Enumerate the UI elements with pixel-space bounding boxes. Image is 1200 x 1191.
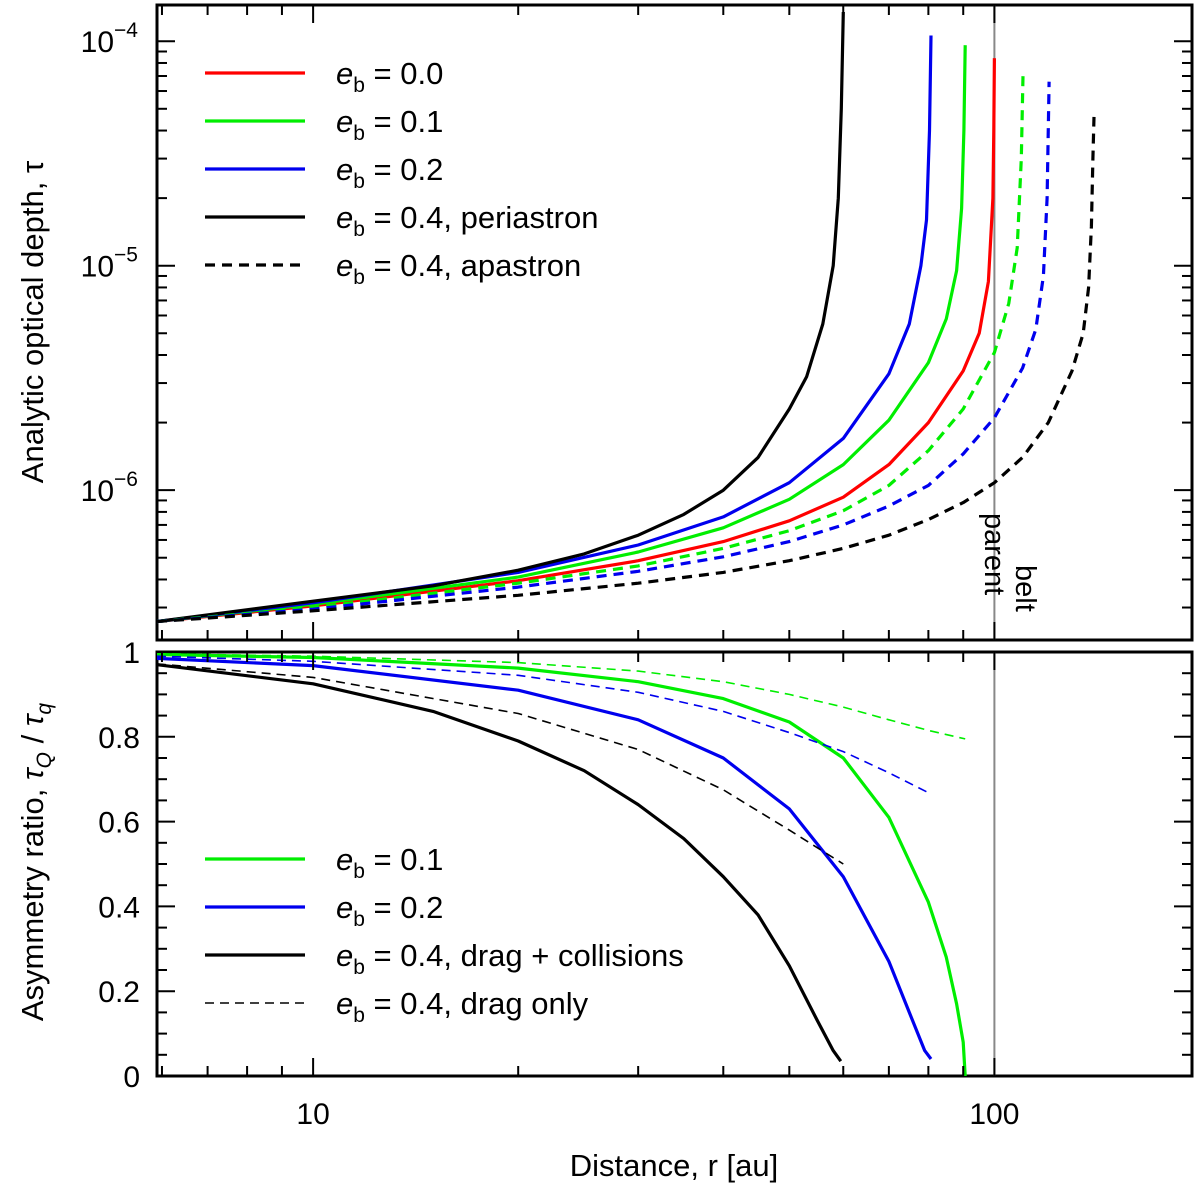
top-legend-label-0: eb = 0.0 — [336, 56, 443, 97]
top-legend-label-3: eb = 0.4, periastron — [336, 200, 598, 241]
top-y-tick-label-0: 10−6 — [81, 468, 138, 508]
bottom-y-axis-label: Asymmetry ratio, τQ / τq — [15, 703, 56, 1022]
bottom-y-tick-label-4: 0.8 — [98, 722, 140, 755]
parent-belt-label-parent: parent — [978, 513, 1010, 595]
bottom-series-line-2 — [157, 656, 933, 1060]
bottom-legend-label-2: eb = 0.4, drag + collisions — [336, 938, 684, 979]
top-series-line-0 — [157, 58, 996, 624]
top-plot-frame — [155, 3, 1194, 642]
top-optical-depth-panel: 10−6 10−5 10−4 Analytic optical depth, τ e… — [15, 3, 1194, 642]
top-legend: eb = 0.0 eb = 0.1 eb = 0.2 eb = 0.4, perias… — [205, 56, 598, 289]
bottom-legend: eb = 0.1 eb = 0.2 eb = 0.4, drag + collisi… — [205, 842, 684, 1027]
bottom-y-tick-label-0: 0 — [123, 1061, 140, 1094]
top-y-tick-label-2: 10−4 — [81, 19, 139, 59]
bottom-y-tick-label-3: 0.6 — [98, 807, 140, 840]
top-series-line-6 — [157, 116, 1096, 624]
bottom-series-line-5 — [157, 663, 844, 865]
x-axis-label: Distance, r [au] — [570, 1148, 778, 1183]
top-tick-marks — [157, 5, 1192, 640]
bottom-y-tick-labels: 0 0.2 0.4 0.6 0.8 1 — [98, 637, 140, 1094]
bottom-y-tick-label-5: 1 — [123, 637, 140, 670]
bottom-legend-label-3: eb = 0.4, drag only — [336, 986, 589, 1027]
top-legend-label-1: eb = 0.1 — [336, 104, 443, 145]
top-y-tick-labels: 10−6 10−5 10−4 — [81, 19, 139, 508]
top-y-tick-label-1: 10−5 — [81, 244, 138, 284]
top-y-axis-label: Analytic optical depth, τ — [15, 161, 50, 483]
top-series-line-5 — [157, 81, 1051, 624]
top-series-line-2 — [157, 35, 933, 624]
top-series-line-3 — [157, 11, 845, 624]
bottom-tick-marks — [157, 651, 1192, 1077]
bottom-legend-label-0: eb = 0.1 — [336, 842, 443, 883]
bottom-asymmetry-panel: 0 0.2 0.4 0.6 0.8 1 10 100 Asymmetry ratio, τQ… — [15, 637, 1194, 1183]
top-series-line-4 — [157, 70, 1025, 624]
bottom-legend-label-1: eb = 0.2 — [336, 890, 443, 931]
bottom-y-tick-label-1: 0.2 — [98, 976, 140, 1009]
top-legend-label-4: eb = 0.4, apastron — [336, 248, 581, 289]
parent-belt-label-belt: belt — [1009, 565, 1041, 612]
bottom-series-line-4 — [157, 663, 843, 1063]
bottom-series-line-1 — [157, 652, 966, 740]
bottom-y-tick-label-2: 0.4 — [98, 891, 140, 924]
bottom-series-line-0 — [157, 652, 967, 1076]
x-tick-label-0: 10 — [296, 1098, 329, 1131]
x-tick-label-1: 100 — [969, 1098, 1019, 1131]
bottom-series-line-3 — [157, 655, 932, 795]
top-legend-label-2: eb = 0.2 — [336, 152, 443, 193]
x-tick-labels: 10 100 — [296, 1098, 1019, 1131]
top-series-line-1 — [157, 45, 967, 624]
bottom-plot-frame — [155, 650, 1194, 1078]
